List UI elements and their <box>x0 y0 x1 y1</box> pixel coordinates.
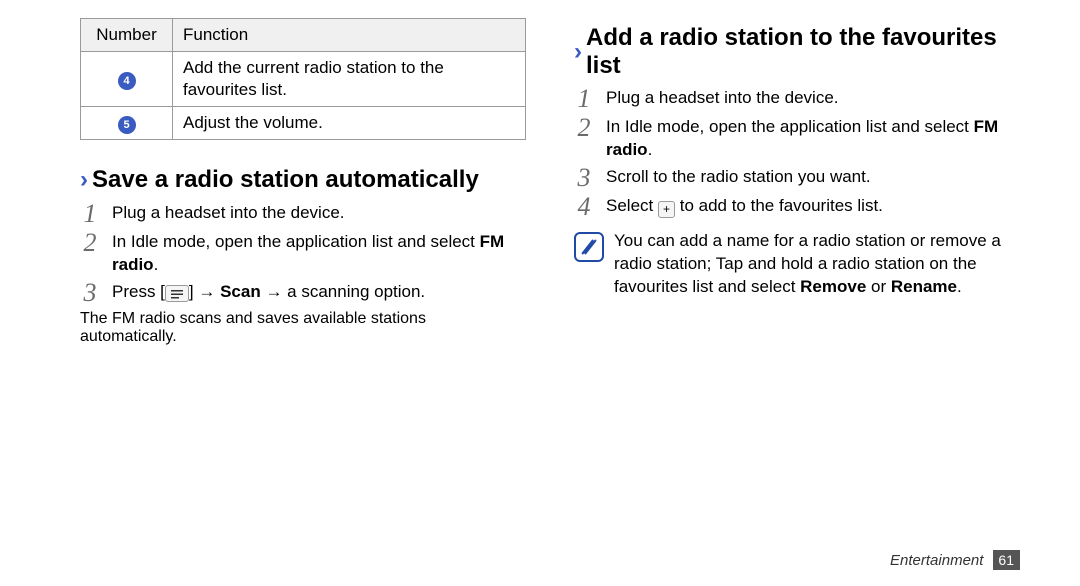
columns: Number Function 4 Add the current radio … <box>80 18 1020 346</box>
note-box: You can add a name for a radio station o… <box>574 230 1020 299</box>
table-header-function: Function <box>173 19 526 52</box>
left-column: Number Function 4 Add the current radio … <box>80 18 526 346</box>
step-number: 1 <box>80 201 100 227</box>
text: . <box>648 140 653 159</box>
heading-text: Save a radio station automatically <box>92 166 479 194</box>
table-cell-function: Add the current radio station to the fav… <box>173 52 526 107</box>
table-cell-number: 5 <box>81 107 173 140</box>
step-number: 3 <box>574 165 594 191</box>
plus-icon: + <box>658 201 675 218</box>
text: Select <box>606 196 658 215</box>
text: → a scanning option. <box>261 282 425 301</box>
note-icon <box>574 232 604 262</box>
step-text: In Idle mode, open the application list … <box>606 116 1020 162</box>
section-heading-save: › Save a radio station automatically <box>80 166 526 194</box>
text: to add to the favourites list. <box>675 196 883 215</box>
list-item: 2 In Idle mode, open the application lis… <box>80 231 526 277</box>
step-number: 1 <box>574 86 594 112</box>
list-item: 3 Scroll to the radio station you want. <box>574 166 1020 191</box>
page-footer: Entertainment 61 <box>890 550 1020 570</box>
number-badge-icon: 4 <box>118 72 136 90</box>
text: Press [ <box>112 282 165 301</box>
footer-section: Entertainment <box>890 552 983 569</box>
right-column: › Add a radio station to the favourites … <box>574 18 1020 346</box>
step-number: 4 <box>574 194 594 220</box>
text: ] → <box>189 282 220 301</box>
steps-list-save: 1 Plug a headset into the device. 2 In I… <box>80 202 526 306</box>
menu-icon <box>165 285 189 302</box>
text: In Idle mode, open the application list … <box>606 117 974 136</box>
page: Number Function 4 Add the current radio … <box>0 0 1080 586</box>
table-header-row: Number Function <box>81 19 526 52</box>
number-badge-icon: 5 <box>118 116 136 134</box>
chevron-icon: › <box>80 166 88 194</box>
step-text: Select + to add to the favourites list. <box>606 195 1020 218</box>
text: . <box>154 255 159 274</box>
table-row: 5 Adjust the volume. <box>81 107 526 140</box>
list-item: 1 Plug a headset into the device. <box>80 202 526 227</box>
step-subtext: The FM radio scans and saves available s… <box>80 310 526 346</box>
table-header-number: Number <box>81 19 173 52</box>
bold-text: Rename <box>891 277 957 296</box>
bold-text: Remove <box>800 277 866 296</box>
table-row: 4 Add the current radio station to the f… <box>81 52 526 107</box>
steps-list-fav: 1 Plug a headset into the device. 2 In I… <box>574 87 1020 220</box>
list-item: 2 In Idle mode, open the application lis… <box>574 116 1020 162</box>
page-number: 61 <box>993 550 1020 570</box>
table-cell-function: Adjust the volume. <box>173 107 526 140</box>
step-text: In Idle mode, open the application list … <box>112 231 526 277</box>
step-text: Plug a headset into the device. <box>112 202 526 225</box>
list-item: 3 Press [ ] → Scan → a scanning option. <box>80 281 526 306</box>
text: or <box>866 277 891 296</box>
text: . <box>957 277 962 296</box>
step-number: 3 <box>80 280 100 306</box>
section-heading-favourites: › Add a radio station to the favourites … <box>574 24 1020 79</box>
function-table: Number Function 4 Add the current radio … <box>80 18 526 140</box>
table-cell-number: 4 <box>81 52 173 107</box>
step-number: 2 <box>574 115 594 141</box>
list-item: 4 Select + to add to the favourites list… <box>574 195 1020 220</box>
list-item: 1 Plug a headset into the device. <box>574 87 1020 112</box>
step-text: Scroll to the radio station you want. <box>606 166 1020 189</box>
step-number: 2 <box>80 230 100 256</box>
step-text: Press [ ] → Scan → a scanning option. <box>112 281 526 304</box>
heading-text: Add a radio station to the favourites li… <box>586 24 1020 79</box>
bold-text: Scan <box>220 282 261 301</box>
note-text: You can add a name for a radio station o… <box>614 230 1020 299</box>
chevron-icon: › <box>574 38 582 66</box>
text: In Idle mode, open the application list … <box>112 232 480 251</box>
step-text: Plug a headset into the device. <box>606 87 1020 110</box>
